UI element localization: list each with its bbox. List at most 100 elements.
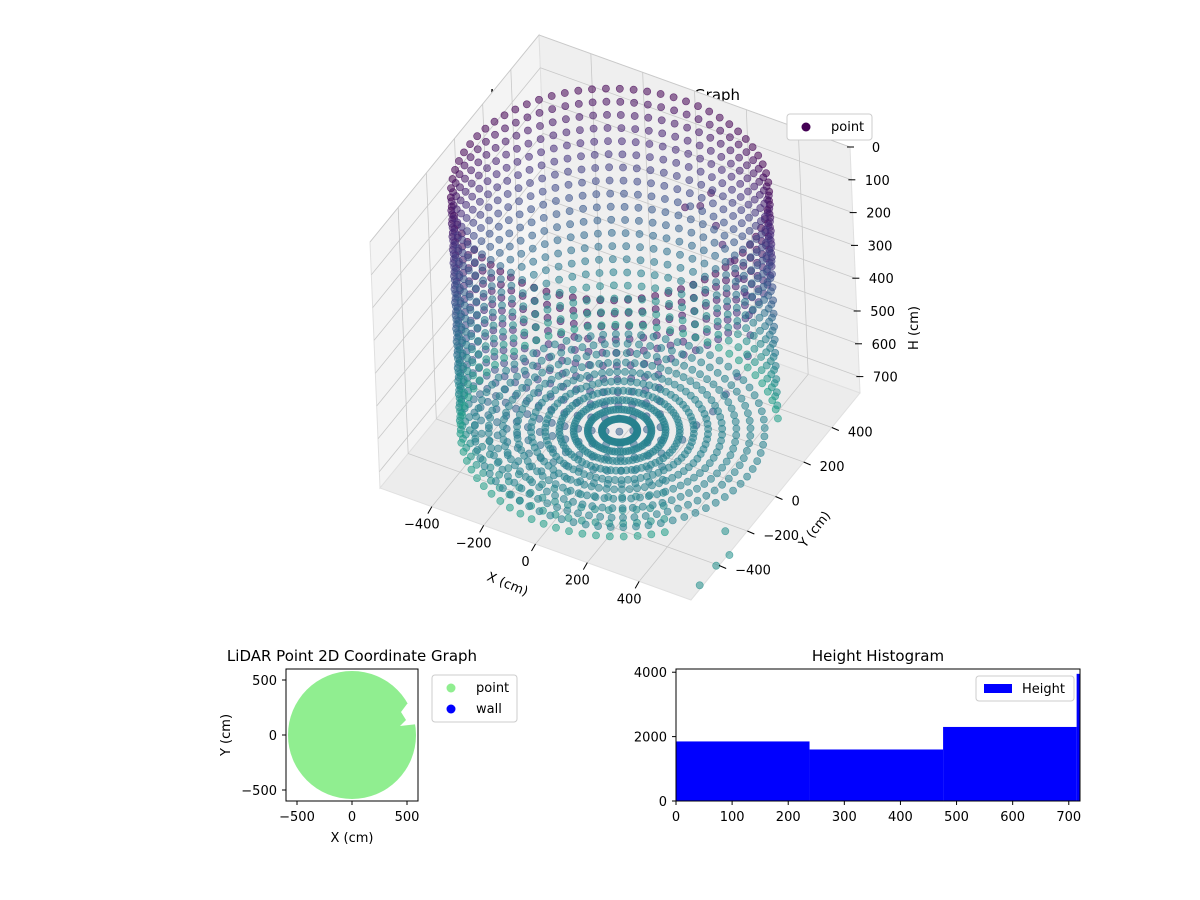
point-3d xyxy=(483,177,492,186)
point-3d xyxy=(701,285,710,294)
point-3d xyxy=(569,365,578,374)
legend-2d-marker-point xyxy=(446,683,456,693)
point-3d xyxy=(591,177,600,185)
point-3d xyxy=(490,347,499,356)
point-3d xyxy=(461,174,469,183)
point-3d xyxy=(537,356,546,365)
point-3d xyxy=(528,462,536,471)
x-tick-3d xyxy=(531,543,536,552)
point-3d xyxy=(758,379,767,388)
point-3d xyxy=(739,258,748,267)
point-3d xyxy=(752,234,761,243)
point-3d xyxy=(592,531,600,540)
point-3d xyxy=(504,216,513,225)
y-tick-label-2d: 0 xyxy=(269,729,277,744)
histogram-ticks: 0 100 200 300 400 500 600 700 0 2000 4000 xyxy=(634,666,1081,825)
point-3d xyxy=(737,394,746,403)
point-3d xyxy=(533,467,541,476)
point-3d xyxy=(510,347,518,356)
point-3d xyxy=(639,360,648,369)
point-3d xyxy=(615,84,624,93)
point-3d xyxy=(590,137,599,146)
point-3d xyxy=(529,270,538,279)
point-3d xyxy=(741,401,750,410)
point-3d xyxy=(525,489,534,498)
point-3d xyxy=(729,225,738,234)
point-3d xyxy=(578,191,587,200)
point-3d xyxy=(720,391,729,400)
point-3d xyxy=(537,148,545,157)
point-3d xyxy=(730,238,738,247)
point-3d xyxy=(702,298,710,307)
x-tick-label-2d: −500 xyxy=(279,810,315,825)
point-3d xyxy=(655,479,663,488)
point-3d xyxy=(697,193,706,202)
point-3d xyxy=(639,321,648,330)
point-3d xyxy=(606,202,615,211)
point-3d xyxy=(578,363,586,372)
x-tick-label-3d: −200 xyxy=(456,536,492,551)
point-3d xyxy=(481,124,490,133)
point-3d xyxy=(535,384,544,393)
point-3d xyxy=(619,176,628,185)
point-3d xyxy=(590,150,599,159)
point-3d xyxy=(757,217,765,225)
point-3d xyxy=(633,349,641,358)
point-3d xyxy=(459,262,468,270)
point-3d xyxy=(611,320,620,329)
point-3d xyxy=(589,124,598,133)
point-3d xyxy=(566,220,574,229)
point-3d xyxy=(694,102,702,110)
point-3d xyxy=(733,317,742,325)
point-3d xyxy=(495,392,504,400)
point-3d xyxy=(470,429,479,438)
point-3d xyxy=(670,380,679,389)
point-3d xyxy=(539,213,548,222)
z-tick-label-3d: 0 xyxy=(872,141,880,156)
point-3d xyxy=(485,469,494,478)
point-3d xyxy=(532,336,541,345)
point-3d xyxy=(729,444,738,453)
point-3d xyxy=(472,297,481,306)
point-3d xyxy=(686,377,695,385)
point-3d xyxy=(499,327,507,336)
point-3d xyxy=(480,315,489,324)
point-3d xyxy=(737,206,746,214)
point-3d xyxy=(608,242,617,250)
point-3d xyxy=(513,144,521,153)
point-3d xyxy=(732,290,741,299)
point-3d xyxy=(496,262,505,270)
point-3d xyxy=(602,84,610,93)
point-3d xyxy=(542,266,550,275)
point-3d xyxy=(496,275,505,283)
point-3d xyxy=(475,184,484,193)
point-3d xyxy=(747,266,756,275)
point-3d xyxy=(578,178,586,187)
point-3d xyxy=(604,358,612,367)
point-3d xyxy=(557,382,565,391)
point-3d xyxy=(555,275,563,284)
point-3d xyxy=(609,268,618,277)
point-3d xyxy=(726,451,735,460)
point-3d xyxy=(649,231,657,240)
point-3d xyxy=(505,229,514,238)
point-3d xyxy=(634,190,642,199)
point-3d xyxy=(464,253,473,262)
point-3d xyxy=(727,381,736,389)
point-3d xyxy=(527,515,536,523)
point-3d xyxy=(643,100,652,109)
point-3d xyxy=(518,276,527,284)
point-3d xyxy=(647,179,655,188)
point-3d xyxy=(715,113,724,122)
point-3d xyxy=(658,374,666,383)
point-3d xyxy=(484,421,493,430)
point-3d xyxy=(595,255,603,264)
x-tick-label-3d: −400 xyxy=(404,518,440,533)
point-3d xyxy=(491,143,500,152)
point-3d xyxy=(592,203,601,212)
point-3d xyxy=(524,139,533,148)
point-3d xyxy=(680,361,688,370)
point-3d xyxy=(687,228,696,237)
point-3d xyxy=(479,276,487,285)
point-3d xyxy=(503,448,512,457)
